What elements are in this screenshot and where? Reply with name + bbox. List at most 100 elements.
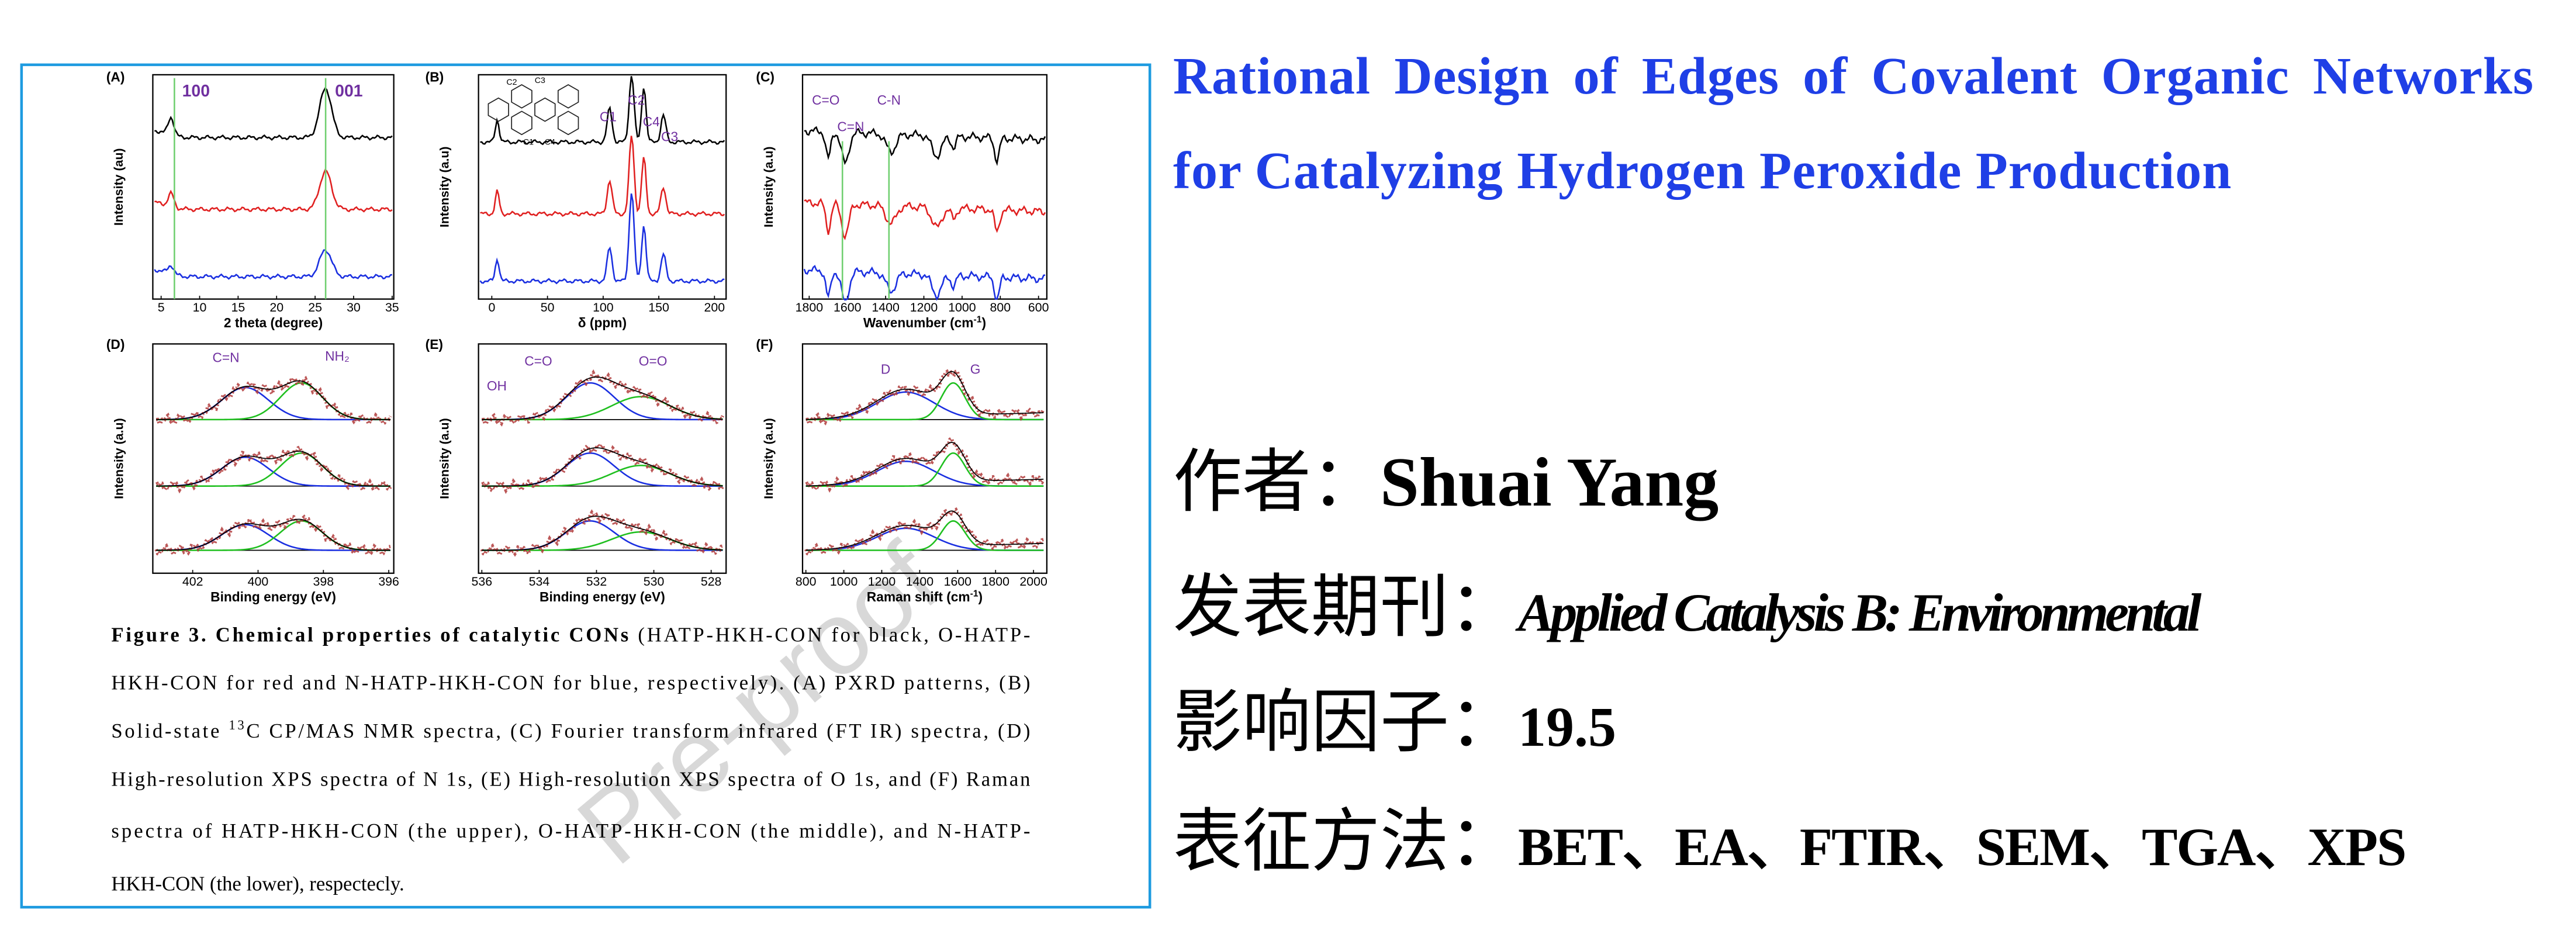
molecule-ring [534, 97, 556, 122]
x-tick-label: 532 [586, 575, 607, 589]
spectrum-curve [480, 76, 725, 146]
x-tick-label: 1200 [910, 300, 938, 314]
impact-row: 影响因子：19.5 [1173, 676, 1616, 770]
panel-label: (C) [756, 69, 774, 84]
measured-points [805, 369, 1045, 426]
fit-envelope [482, 376, 723, 420]
peak-annotation: C=N [837, 119, 864, 134]
peak-annotation: D [881, 362, 890, 377]
title: Rational Design of Edges of Covalent Org… [1173, 47, 2534, 200]
y-axis-label: Intensity (a.u) [762, 147, 776, 228]
x-tick-label: 20 [269, 300, 283, 314]
plot-frame [801, 343, 1048, 574]
peak-annotation: 001 [335, 82, 362, 101]
x-tick-label: 50 [541, 300, 555, 314]
x-tick-label: 1600 [944, 575, 972, 589]
methods-label: 表征方法： [1173, 804, 1519, 880]
y-axis-label: Intensity (a.u) [762, 418, 776, 499]
y-axis-label: Intensity (a.u) [112, 418, 126, 499]
fit-component [805, 520, 1044, 551]
measured-points [804, 507, 1044, 558]
fit-envelope [805, 442, 1044, 487]
figure: Pre-proof(A)Intensity (au)2 theta (degre… [20, 63, 1152, 909]
peak-annotation: 100 [182, 82, 210, 101]
x-axis-label-sup: -1 [970, 589, 978, 599]
peak-annotation: C=O [524, 353, 552, 368]
x-axis-label-text: Binding energy (eV) [540, 589, 665, 604]
caption-text: HKH-CON (the lower), respectecly. [111, 873, 404, 895]
peak-annotation: C2 [628, 92, 645, 108]
peak-annotation: NH₂ [325, 348, 350, 364]
x-axis-label: 2 theta (degree) [224, 315, 323, 330]
peak-annotation: C=O [812, 92, 839, 108]
x-tick-label: 528 [701, 575, 722, 589]
x-tick-label: 100 [593, 300, 614, 314]
fit-envelope [482, 447, 723, 487]
x-axis-label: Raman shift (cm-1) [867, 589, 983, 605]
peak-annotation: C1 [600, 109, 617, 124]
x-axis-label-text: Wavenumber (cm [863, 315, 974, 330]
peak-annotation: C-N [877, 92, 901, 108]
caption-text: C CP/MAS NMR spectra, (C) Fourier transf… [246, 719, 1030, 742]
spectrum-curve [154, 168, 393, 213]
peak-annotation: OH [487, 378, 507, 393]
x-axis-label-end: ) [981, 315, 986, 330]
structure-label: C2 [506, 78, 517, 87]
x-tick-label: 25 [308, 300, 322, 314]
spectrum-curve [154, 87, 393, 141]
x-tick-label: 530 [644, 575, 665, 589]
measured-points [155, 376, 392, 427]
fit-envelope [156, 518, 390, 551]
molecule-ring [557, 110, 579, 136]
spectrum-curve [154, 249, 392, 280]
panel-label: (A) [106, 69, 125, 84]
molecule-ring [487, 97, 509, 122]
fit-envelope [805, 510, 1044, 551]
caption-text: Solid-state [111, 719, 226, 742]
caption-line: Figure 3. Chemical properties of catalyt… [111, 623, 1030, 646]
x-tick-label: 800 [990, 300, 1011, 314]
x-tick-label: 400 [248, 575, 269, 589]
x-axis-label-text: Binding energy (eV) [210, 589, 336, 604]
fit-envelope [156, 451, 390, 487]
x-tick-label: 200 [704, 300, 725, 314]
x-axis-label-sup: -1 [974, 314, 982, 324]
peak-annotation: C3 [661, 129, 678, 144]
journal-row: 发表期刊：Applied Catalysis B: Environmental [1173, 561, 2201, 655]
molecule-ring [557, 84, 579, 109]
x-tick-label: 1400 [906, 575, 934, 589]
x-tick-label: 398 [313, 575, 334, 589]
y-axis-label: Intensity (au) [112, 148, 126, 226]
fit-component [805, 452, 1044, 487]
panel-label: (B) [426, 69, 444, 84]
x-tick-label: 15 [231, 300, 246, 314]
author-label: 作者： [1173, 444, 1381, 521]
fit-envelope [482, 516, 723, 551]
molecule-ring [511, 110, 533, 136]
x-tick-label: 30 [347, 300, 361, 314]
x-axis-label-text: Raman shift (cm [867, 589, 970, 604]
x-tick-label: 1800 [796, 300, 824, 314]
peak-annotation: C=N [212, 350, 239, 365]
x-tick-label: 2000 [1019, 575, 1047, 589]
author: Shuai Yang [1380, 443, 1719, 521]
caption-title: Figure 3. Chemical properties of catalyt… [111, 623, 628, 646]
x-tick-label: 1400 [872, 300, 900, 314]
x-tick-label: 10 [193, 300, 207, 314]
caption-text: HKH-CON for red and N-HATP-HKH-CON for b… [111, 672, 1030, 694]
spectrum-curve [480, 136, 725, 217]
peak-annotation: O=O [639, 353, 668, 368]
spectrum-curve [803, 265, 1046, 301]
x-axis-label: δ (ppm) [578, 315, 627, 330]
plot-frame [478, 74, 727, 300]
spectrum-curve [804, 126, 1046, 167]
x-tick-label: 1000 [948, 300, 976, 314]
peak-annotation: C4 [643, 114, 660, 129]
impact: 19.5 [1518, 696, 1617, 758]
x-tick-label: 1800 [982, 575, 1010, 589]
x-tick-label: 35 [385, 300, 399, 314]
x-tick-label: 150 [648, 300, 669, 314]
structure-label: C4 [545, 137, 555, 147]
fit-envelope [156, 380, 390, 420]
